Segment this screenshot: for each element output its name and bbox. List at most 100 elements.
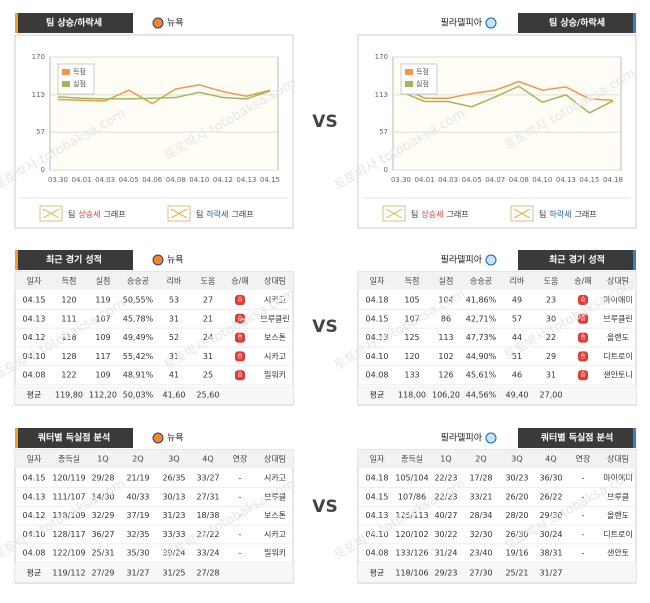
table-header-bg <box>358 450 636 468</box>
table-cell: 53 <box>169 296 179 305</box>
average-bg <box>358 386 636 404</box>
table-cell: 올랜도 <box>607 510 629 520</box>
win-loss-icon <box>235 351 245 362</box>
table-cell: 109 <box>95 371 110 380</box>
average-cell: 27,00 <box>540 391 563 400</box>
x-tick-label: 04.10 <box>189 176 209 184</box>
section-tab <box>15 250 133 270</box>
table-header: 1Q <box>97 455 108 464</box>
table-cell: 브루클린 <box>260 313 289 323</box>
table-cell: 35/30 <box>126 549 149 558</box>
section-tab <box>518 428 636 448</box>
table-cell: - <box>239 511 242 520</box>
table-header: 상대팀 <box>264 276 286 286</box>
table-header-bg <box>15 450 293 468</box>
win-loss-icon <box>578 351 588 362</box>
line-series <box>57 84 271 105</box>
average-cell: 50,03% <box>123 391 154 400</box>
trend-legend-part: 팀 <box>411 209 418 219</box>
table-header: 연장 <box>233 454 248 464</box>
table-cell: 51 <box>512 352 522 361</box>
table-cell: 27/31 <box>196 492 219 501</box>
table-header: 일자 <box>370 455 385 464</box>
vs: VS <box>312 497 337 517</box>
table-cell: 18/38 <box>196 511 219 520</box>
section-tab <box>518 250 636 270</box>
trend-legend-part: 그래프 <box>574 210 596 219</box>
table-cell: - <box>239 530 242 539</box>
trend-legend-part: 그래프 <box>103 210 125 219</box>
line-series <box>400 85 614 114</box>
table-cell: 23/40 <box>469 549 492 558</box>
table-cell: 25 <box>203 371 213 380</box>
average-cell: 106,20 <box>432 391 460 400</box>
table-header: 실점 <box>96 276 111 286</box>
table-header: 일자 <box>370 277 385 286</box>
table-header: 총득실 <box>401 454 423 464</box>
win-loss: 승 <box>237 334 243 341</box>
table-cell: 47,73% <box>466 333 497 342</box>
table-cell: 120/102 <box>395 530 428 539</box>
tab-stripe <box>15 13 18 33</box>
table-box <box>357 449 637 584</box>
x-tick-label: 04.08 <box>166 176 186 184</box>
tab-stripe <box>15 428 18 448</box>
table-cell: 33/33 <box>162 530 185 539</box>
section-tab <box>15 13 133 33</box>
table-cell: - <box>582 549 585 558</box>
table-cell: 118/109 <box>52 511 85 520</box>
trend-legend-part: 팀 <box>68 209 75 219</box>
table-cell: 42,71% <box>466 314 497 323</box>
table-cell: 밀워키 <box>264 371 286 380</box>
average-cell: 44,56% <box>466 391 497 400</box>
win-loss: 승 <box>580 297 586 304</box>
table-cell: 52 <box>169 333 179 342</box>
table-cell: 33/27 <box>196 474 219 483</box>
table-cell: 04.08 <box>23 371 46 380</box>
table-cell: 26/20 <box>505 492 528 501</box>
table-cell: 113 <box>438 333 453 342</box>
x-tick-label: 03.30 <box>48 176 68 184</box>
team-logo <box>152 17 164 29</box>
table-cell: 19/16 <box>505 549 528 558</box>
win-loss: 승 <box>237 372 243 379</box>
table-cell: 31 <box>546 371 556 380</box>
table-cell: 133 <box>404 371 419 380</box>
average-bg <box>15 386 293 404</box>
table-cell: 31/24 <box>434 549 457 558</box>
table-header: 상대팀 <box>607 276 629 286</box>
x-tick-label: 04.12 <box>213 176 233 184</box>
table-header: 승/패 <box>574 276 591 286</box>
table-cell: - <box>239 549 242 558</box>
table-cell: 40/27 <box>434 511 457 520</box>
table-cell: 105/104 <box>395 474 428 483</box>
table-cell: 105 <box>404 296 419 305</box>
table-header: 승승공 <box>127 277 149 286</box>
table-cell: 26/22 <box>539 492 562 501</box>
trend-legend-text: 팀 하락세 그래프 <box>196 209 254 219</box>
table-cell: 올랜도 <box>607 332 629 342</box>
table-cell: 04.12 <box>23 511 46 520</box>
team-logo <box>485 432 497 444</box>
table-cell: 26/30 <box>505 530 528 539</box>
trend-legend-part: 그래프 <box>446 210 468 219</box>
legend-swatch <box>405 69 413 75</box>
table-cell: 31 <box>203 352 213 361</box>
table-cell: 27/22 <box>196 530 219 539</box>
x-tick-label: 04.18 <box>603 176 623 184</box>
table-cell: 107 <box>404 314 419 323</box>
y-tick-label: 57 <box>379 128 388 136</box>
y-tick-label: 170 <box>32 53 45 61</box>
average-cell: 평균 <box>27 390 42 400</box>
win-loss: 승 <box>237 353 243 360</box>
section-title: 팀 상승/하락세 <box>549 17 605 29</box>
win-loss: 승 <box>237 297 243 304</box>
table-header: 도움 <box>201 277 216 286</box>
table-header: 승/패 <box>231 276 248 286</box>
line-series <box>400 80 614 101</box>
table-box <box>357 271 637 406</box>
win-loss: 승 <box>580 315 586 322</box>
section-title: 쿼터별 득실점 분석 <box>541 432 614 444</box>
win-loss-icon <box>578 332 588 343</box>
table-cell: 시카고 <box>264 530 286 539</box>
